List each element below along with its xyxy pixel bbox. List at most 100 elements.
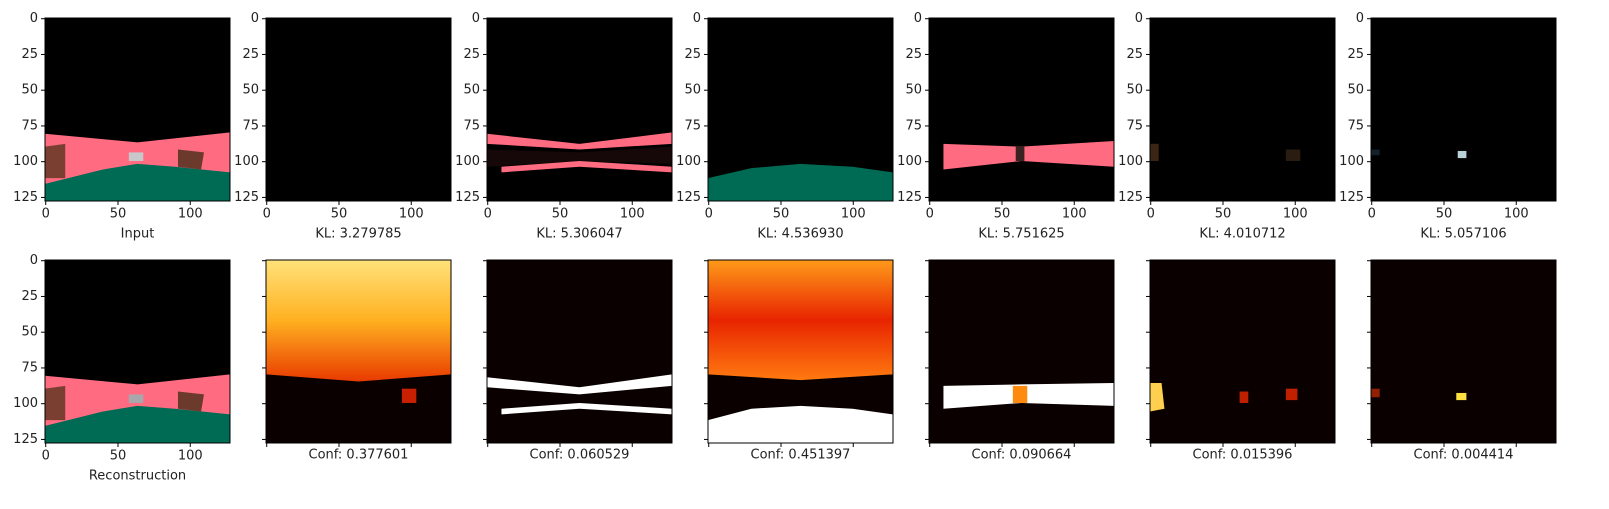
y-tick-label: 75 <box>242 118 259 133</box>
y-tick-label: 50 <box>21 83 38 98</box>
y-tick-label: 25 <box>684 47 701 62</box>
image-background <box>487 260 672 443</box>
image-region <box>266 260 451 382</box>
x-tick-label: 50 <box>773 207 790 222</box>
axes-frame <box>928 259 1115 444</box>
axes-frame <box>265 17 452 202</box>
axes-frame <box>707 259 894 444</box>
axes-frame <box>265 259 452 444</box>
y-tick-label: 125 <box>1339 190 1364 205</box>
y-tick-label: 25 <box>463 47 480 62</box>
image-panel <box>45 260 230 443</box>
image-panel <box>487 18 672 201</box>
y-tick-label: 100 <box>455 154 480 169</box>
y-tick-label: 75 <box>21 360 38 375</box>
image-region <box>45 385 66 421</box>
image-region <box>1371 149 1380 156</box>
y-tick-label: 0 <box>30 11 38 26</box>
image-region <box>45 143 66 179</box>
x-tick-label: 50 <box>110 449 127 464</box>
y-tick-label: 100 <box>676 154 701 169</box>
x-tick-label: 50 <box>110 207 127 222</box>
y-tick-label: 75 <box>463 118 480 133</box>
y-tick-label: 25 <box>1126 47 1143 62</box>
image-panel <box>266 18 451 201</box>
image-region <box>1239 391 1249 403</box>
x-tick-label: 100 <box>399 207 424 222</box>
image-region <box>1371 388 1380 398</box>
x-tick-label: 0 <box>705 207 713 222</box>
y-tick-label: 0 <box>1135 11 1143 26</box>
y-tick-label: 75 <box>905 118 922 133</box>
image-background <box>266 18 451 201</box>
y-tick-label: 25 <box>242 47 259 62</box>
image-region <box>45 163 230 201</box>
image-region <box>1150 143 1159 161</box>
panel-caption: Conf: 0.451397 <box>751 448 851 463</box>
panel-caption: KL: 4.536930 <box>757 227 843 242</box>
image-panel <box>929 18 1114 201</box>
panel-caption: KL: 5.751625 <box>978 227 1064 242</box>
image-region <box>128 152 144 161</box>
image-background <box>929 260 1114 443</box>
x-tick-label: 100 <box>1504 207 1529 222</box>
y-tick-label: 25 <box>21 47 38 62</box>
image-panel <box>1150 260 1335 443</box>
y-tick-label: 125 <box>1118 190 1143 205</box>
y-tick-label: 50 <box>242 83 259 98</box>
image-region <box>708 163 893 201</box>
x-tick-label: 100 <box>1283 207 1308 222</box>
image-region <box>1012 385 1028 403</box>
image-region <box>1456 392 1467 401</box>
x-tick-label: 0 <box>926 207 934 222</box>
x-tick-label: 50 <box>994 207 1011 222</box>
y-tick-label: 25 <box>1347 47 1364 62</box>
x-tick-label: 100 <box>178 207 203 222</box>
y-tick-label: 75 <box>1126 118 1143 133</box>
y-tick-label: 50 <box>1126 83 1143 98</box>
x-tick-label: 0 <box>1147 207 1155 222</box>
axes-frame <box>44 17 231 202</box>
image-region <box>1285 388 1298 401</box>
y-tick-label: 0 <box>251 11 259 26</box>
y-tick-label: 100 <box>234 154 259 169</box>
y-tick-label: 50 <box>1347 83 1364 98</box>
y-tick-label: 25 <box>21 289 38 304</box>
y-tick-label: 50 <box>905 83 922 98</box>
axes-frame <box>486 17 673 202</box>
axes-frame <box>707 17 894 202</box>
image-region <box>501 402 672 415</box>
panel-caption: KL: 3.279785 <box>315 227 401 242</box>
x-tick-label: 50 <box>1436 207 1453 222</box>
image-background <box>1371 18 1556 201</box>
y-tick-label: 50 <box>21 325 38 340</box>
y-tick-label: 0 <box>693 11 701 26</box>
x-tick-label: 50 <box>552 207 569 222</box>
y-tick-label: 50 <box>463 83 480 98</box>
y-tick-label: 125 <box>897 190 922 205</box>
axes-frame <box>928 17 1115 202</box>
y-tick-label: 100 <box>13 396 38 411</box>
image-panel <box>45 18 230 201</box>
y-tick-label: 100 <box>13 154 38 169</box>
axes-frame <box>44 259 231 444</box>
x-tick-label: 100 <box>841 207 866 222</box>
y-tick-label: 100 <box>1339 154 1364 169</box>
x-tick-label: 50 <box>331 207 348 222</box>
image-region <box>45 405 230 443</box>
axes-frame <box>486 259 673 444</box>
axes-frame <box>1370 259 1557 444</box>
axes-frame <box>1149 17 1336 202</box>
panel-caption: KL: 5.306047 <box>536 227 622 242</box>
panel-caption: KL: 5.057106 <box>1420 227 1506 242</box>
image-background <box>487 18 672 201</box>
image-region <box>501 160 672 173</box>
x-tick-label: 50 <box>1215 207 1232 222</box>
image-region <box>177 391 204 412</box>
image-region <box>1457 150 1467 159</box>
image-region <box>1015 146 1025 161</box>
image-region <box>487 146 672 167</box>
y-tick-label: 25 <box>905 47 922 62</box>
y-tick-label: 0 <box>1356 11 1364 26</box>
